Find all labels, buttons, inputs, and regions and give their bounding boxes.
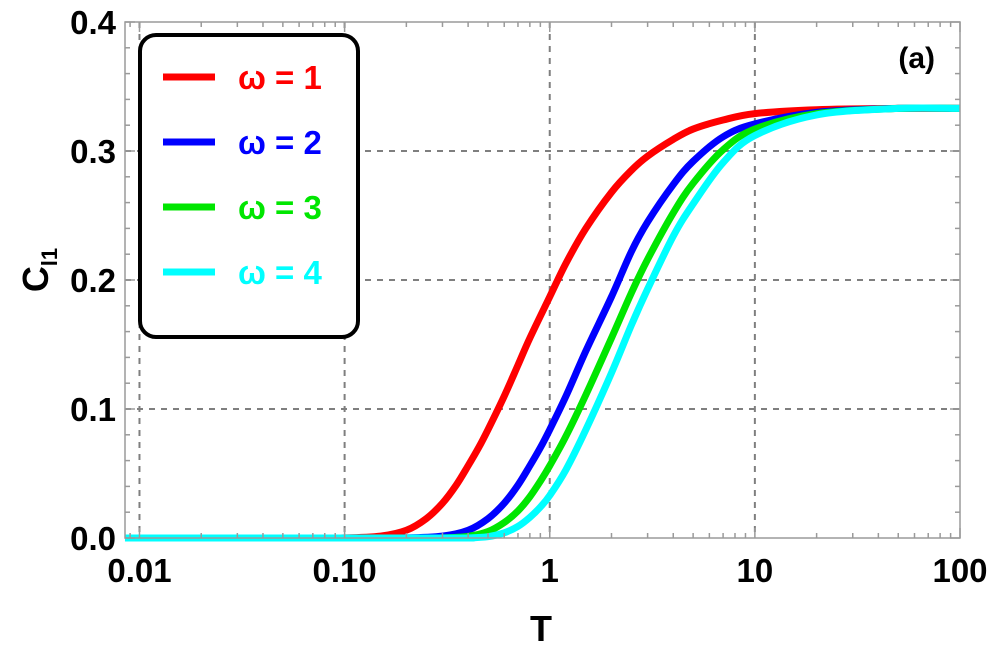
- x-tick-label: 0.10: [312, 552, 376, 589]
- x-tick-label: 1: [541, 552, 559, 589]
- x-tick-label: 100: [932, 552, 987, 589]
- legend: ω = 1 ω = 2 ω = 3 ω = 4: [138, 33, 360, 339]
- x-axis-title: T: [530, 608, 552, 649]
- y-axis-title-subscript: l1: [37, 248, 62, 266]
- x-tick-label: 0.01: [107, 552, 171, 589]
- legend-box: [138, 33, 360, 339]
- y-axis-title: Cl1: [15, 248, 62, 292]
- y-tick-label: 0.1: [70, 391, 116, 428]
- y-axis-title-main: C: [15, 266, 56, 292]
- legend-label-1: ω = 1: [238, 59, 322, 96]
- y-tick-label: 0.2: [70, 262, 116, 299]
- svg-text:Cl1: Cl1: [15, 248, 62, 292]
- y-tick-label: 0.3: [70, 133, 116, 170]
- legend-label-2: ω = 2: [238, 124, 322, 161]
- tick-labels: 0.01 0.10 1 10 100 0.0 0.1 0.2 0.3 0.4: [70, 4, 987, 589]
- y-tick-label: 0.0: [70, 520, 116, 557]
- x-tick-label: 10: [737, 552, 774, 589]
- axis-ticks: [125, 21, 961, 539]
- series-line-1: [124, 104, 961, 542]
- legend-label-4: ω = 4: [238, 254, 322, 291]
- panel-label: (a): [898, 42, 935, 75]
- legend-label-3: ω = 3: [238, 189, 322, 226]
- y-tick-label: 0.4: [70, 4, 117, 41]
